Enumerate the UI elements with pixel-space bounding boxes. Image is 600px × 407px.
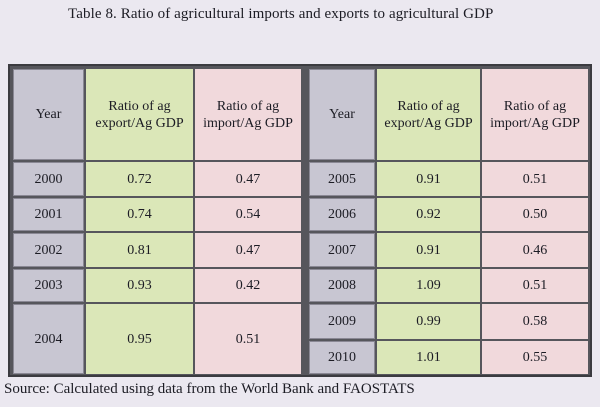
left-row-2-year: 2001 xyxy=(13,198,84,231)
left-row-3-import: 0.47 xyxy=(195,233,301,267)
right-row-5-year: 2009 xyxy=(309,304,375,339)
right-row-5-export: 0.99 xyxy=(377,304,480,339)
right-row-3-export: 0.91 xyxy=(377,233,480,267)
left-row-1-export: 0.72 xyxy=(86,162,193,196)
header-import-left: Ratio of ag import/Ag GDP xyxy=(195,69,301,160)
right-row-3-year: 2007 xyxy=(309,233,375,267)
header-year-right: Year xyxy=(309,69,375,160)
left-row-2-import: 0.54 xyxy=(195,198,301,231)
right-row-6-import: 0.55 xyxy=(482,341,588,374)
left-row-1-year: 2000 xyxy=(13,162,84,196)
ratio-table: Year Ratio of ag export/Ag GDP Ratio of … xyxy=(8,64,592,377)
right-row-4-import: 0.51 xyxy=(482,269,588,302)
left-row-2-export: 0.74 xyxy=(86,198,193,231)
header-import-right: Ratio of ag import/Ag GDP xyxy=(482,69,588,160)
source-note: Source: Calculated using data from the W… xyxy=(4,381,415,397)
header-export-left: Ratio of ag export/Ag GDP xyxy=(86,69,193,160)
header-export-right: Ratio of ag export/Ag GDP xyxy=(377,69,480,160)
left-row-5-import: 0.51 xyxy=(195,304,301,374)
right-row-6-export: 1.01 xyxy=(377,341,480,374)
left-row-3-export: 0.81 xyxy=(86,233,193,267)
right-row-1-export: 0.91 xyxy=(377,162,480,196)
right-row-2-import: 0.50 xyxy=(482,198,588,231)
right-row-1-year: 2005 xyxy=(309,162,375,196)
header-year-left: Year xyxy=(13,69,84,160)
left-row-1-import: 0.47 xyxy=(195,162,301,196)
right-row-2-year: 2006 xyxy=(309,198,375,231)
right-row-5-import: 0.58 xyxy=(482,304,588,339)
right-row-1-import: 0.51 xyxy=(482,162,588,196)
left-row-5-year: 2004 xyxy=(13,304,84,374)
right-row-4-year: 2008 xyxy=(309,269,375,302)
right-row-4-export: 1.09 xyxy=(377,269,480,302)
left-row-4-year: 2003 xyxy=(13,269,84,302)
left-row-4-import: 0.42 xyxy=(195,269,301,302)
left-row-3-year: 2002 xyxy=(13,233,84,267)
right-row-3-import: 0.46 xyxy=(482,233,588,267)
right-row-6-year: 2010 xyxy=(309,341,375,374)
left-row-5-export: 0.95 xyxy=(86,304,193,374)
left-row-4-export: 0.93 xyxy=(86,269,193,302)
right-row-2-export: 0.92 xyxy=(377,198,480,231)
table-caption: Table 8. Ratio of agricultural imports a… xyxy=(68,6,494,22)
